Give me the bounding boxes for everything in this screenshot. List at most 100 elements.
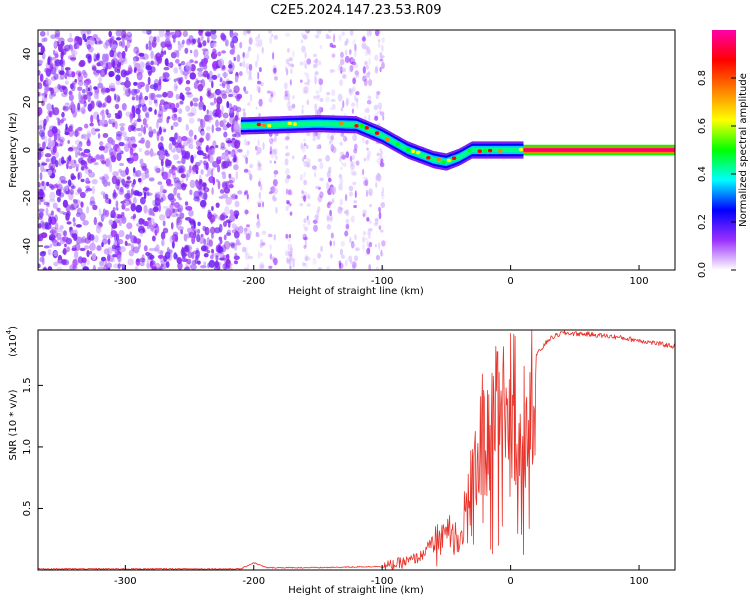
noise-speckle: [326, 91, 331, 96]
noise-speckle: [62, 247, 67, 256]
noise-speckle: [242, 111, 246, 118]
noise-speckle: [340, 166, 343, 171]
noise-speckle: [376, 110, 382, 115]
colorbar-gradient: [712, 30, 736, 270]
noise-speckle: [380, 150, 384, 154]
noise-speckle: [144, 95, 149, 101]
noise-speckle: [143, 191, 147, 200]
noise-speckle: [169, 102, 176, 110]
noise-speckle: [325, 96, 330, 103]
noise-speckle: [112, 122, 116, 128]
noise-speckle: [211, 74, 218, 80]
noise-speckle: [208, 110, 213, 117]
noise-speckle: [379, 111, 385, 116]
noise-speckle: [202, 70, 209, 78]
noise-speckle: [374, 218, 379, 225]
noise-speckle: [159, 184, 164, 193]
heatmap-noise-layer: [38, 30, 386, 270]
noise-speckle: [312, 132, 317, 138]
noise-speckle: [59, 70, 65, 80]
noise-speckle: [329, 139, 332, 146]
noise-speckle: [38, 107, 43, 116]
noise-speckle: [349, 64, 354, 71]
noise-speckle: [178, 108, 183, 115]
noise-speckle: [57, 43, 63, 53]
noise-speckle: [364, 51, 369, 56]
noise-speckle: [319, 191, 324, 199]
noise-speckle: [86, 206, 89, 214]
noise-speckle: [237, 148, 243, 153]
noise-speckle: [258, 180, 261, 187]
noise-speckle: [170, 51, 177, 59]
noise-speckle: [80, 106, 86, 115]
noise-speckle: [137, 177, 142, 183]
noise-speckle: [328, 30, 332, 33]
noise-speckle: [121, 50, 126, 59]
noise-speckle: [379, 162, 385, 168]
noise-speckle: [70, 175, 77, 180]
noise-speckle: [207, 169, 212, 177]
noise-speckle: [169, 31, 176, 36]
noise-speckle: [380, 201, 386, 208]
noise-speckle: [75, 149, 79, 158]
noise-speckle: [289, 265, 292, 270]
noise-speckle: [71, 229, 77, 234]
noise-speckle: [258, 177, 261, 182]
heatmap-x-ticks: -300 -200 -100 0 100: [114, 265, 649, 287]
noise-speckle: [120, 263, 123, 267]
noise-speckle: [331, 44, 337, 49]
noise-speckle: [203, 160, 208, 164]
noise-speckle: [59, 225, 64, 230]
noise-speckle: [230, 194, 237, 200]
noise-speckle: [248, 46, 251, 53]
noise-speckle: [132, 126, 137, 132]
heatmap-x-axis-label: Height of straight line (km): [288, 286, 424, 297]
noise-speckle: [199, 137, 204, 143]
noise-speckle: [53, 250, 58, 257]
noise-speckle: [128, 249, 135, 257]
noise-speckle: [90, 127, 97, 136]
noise-speckle: [148, 247, 155, 252]
noise-speckle: [287, 243, 290, 252]
noise-speckle: [304, 227, 308, 231]
noise-speckle: [188, 209, 194, 217]
noise-speckle: [351, 263, 356, 270]
noise-speckle: [120, 82, 126, 86]
noise-speckle: [39, 172, 43, 181]
noise-speckle: [249, 230, 252, 236]
noise-speckle: [271, 138, 275, 142]
noise-speckle: [303, 60, 307, 64]
noise-speckle: [135, 94, 139, 101]
noise-speckle: [306, 58, 312, 65]
noise-speckle: [315, 185, 320, 190]
noise-speckle: [314, 34, 320, 39]
snr-y-axis-label: SNR (10 * v/v): [8, 389, 19, 460]
noise-speckle: [344, 49, 348, 56]
noise-speckle: [338, 173, 343, 179]
noise-speckle: [285, 188, 289, 195]
noise-speckle: [267, 233, 273, 238]
noise-speckle: [145, 113, 150, 121]
noise-speckle: [117, 110, 121, 119]
noise-speckle: [362, 168, 365, 176]
noise-speckle: [160, 41, 167, 48]
noise-speckle: [125, 76, 129, 81]
noise-speckle: [248, 75, 253, 81]
noise-speckle: [220, 32, 226, 40]
noise-speckle: [248, 63, 253, 71]
noise-speckle: [115, 181, 120, 190]
noise-speckle: [194, 134, 197, 140]
noise-speckle: [351, 58, 356, 62]
noise-speckle: [185, 91, 192, 95]
noise-speckle: [148, 45, 152, 51]
noise-speckle: [249, 163, 254, 169]
noise-speckle: [67, 179, 72, 187]
noise-speckle: [222, 119, 227, 124]
noise-speckle: [166, 77, 171, 81]
noise-speckle: [197, 83, 204, 92]
noise-speckle: [186, 38, 192, 46]
noise-speckle: [340, 255, 346, 260]
noise-speckle: [329, 107, 334, 111]
noise-speckle: [227, 80, 233, 84]
noise-speckle: [182, 182, 185, 187]
